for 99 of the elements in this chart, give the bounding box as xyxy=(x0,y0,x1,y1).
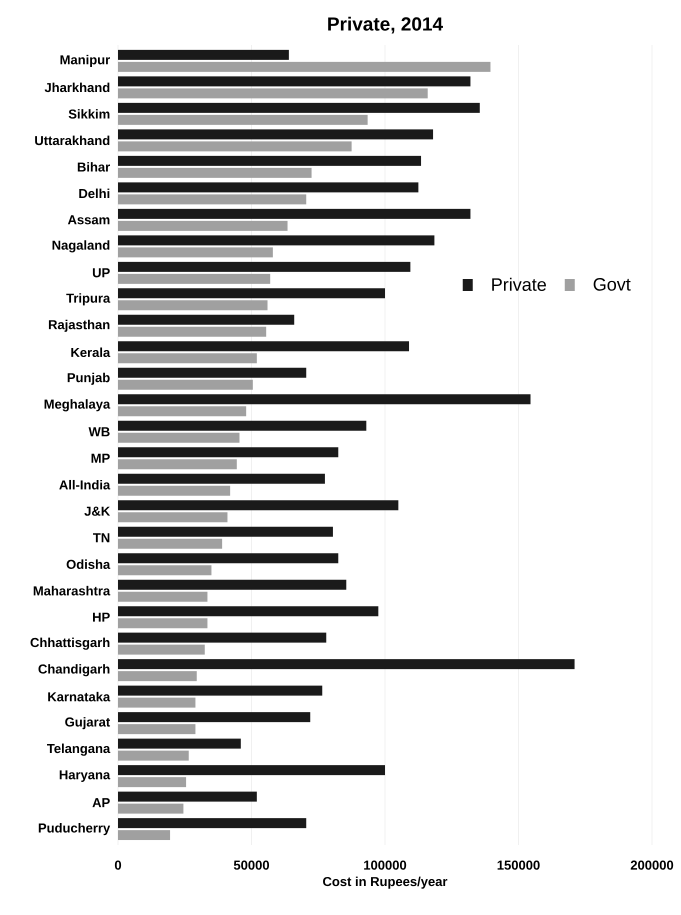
bar xyxy=(118,288,385,298)
bar xyxy=(118,406,246,416)
bar xyxy=(118,750,189,761)
bar xyxy=(118,420,366,431)
y-tick-label: Rajasthan xyxy=(48,320,110,332)
y-tick-label: Jharkhand xyxy=(44,82,110,92)
bar xyxy=(118,220,288,231)
bar xyxy=(118,474,325,484)
bar xyxy=(118,394,531,404)
bar xyxy=(118,326,266,337)
bar xyxy=(118,606,378,616)
bar xyxy=(118,300,268,310)
y-tick-label: Sikkim xyxy=(68,109,110,119)
bar xyxy=(118,274,270,284)
bar xyxy=(118,618,208,628)
bar xyxy=(118,698,196,708)
y-tick-label: TN xyxy=(93,533,110,542)
bar xyxy=(118,765,385,776)
y-tick-label: All-India xyxy=(59,480,110,490)
bar xyxy=(118,818,306,828)
x-axis-title: Cost in Rupees/year xyxy=(323,876,448,889)
bar xyxy=(118,538,222,549)
y-tick-label: Bihar xyxy=(78,162,110,172)
x-tick-label: 50000 xyxy=(234,860,270,870)
bar xyxy=(118,500,398,510)
y-tick-label: Assam xyxy=(68,215,110,224)
bar xyxy=(118,830,170,840)
bar xyxy=(118,380,253,390)
bar xyxy=(118,712,310,722)
y-tick-label: Chandigarh xyxy=(38,664,110,676)
bar xyxy=(118,686,322,696)
y-tick-label: Punjab xyxy=(68,372,110,385)
y-tick-label: Chhattisgarh xyxy=(30,638,110,650)
legend-label: Private xyxy=(492,278,546,291)
y-tick-label: MP xyxy=(92,454,110,463)
bar xyxy=(118,102,480,113)
y-tick-label: Delhi xyxy=(79,188,110,198)
bar xyxy=(118,777,186,788)
bar xyxy=(118,208,470,219)
bar xyxy=(118,512,228,522)
bar xyxy=(118,353,257,364)
bar xyxy=(118,644,205,655)
bar xyxy=(118,659,575,670)
bar xyxy=(118,129,434,140)
y-tick-label: Maharashtra xyxy=(34,586,110,596)
bar xyxy=(118,247,273,258)
bar xyxy=(118,76,470,86)
y-tick-label: Nagaland xyxy=(52,240,110,252)
y-tick-label: Puducherry xyxy=(38,823,110,836)
bar xyxy=(118,671,197,682)
bar xyxy=(118,182,418,192)
bar xyxy=(118,156,422,166)
bar xyxy=(118,792,257,802)
y-tick-label: AP xyxy=(92,798,110,808)
bar xyxy=(118,447,338,458)
y-tick-label: Telangana xyxy=(47,744,110,756)
legend-label: Govt xyxy=(594,278,631,291)
x-tick-label: 100000 xyxy=(364,860,406,870)
bar xyxy=(118,235,434,246)
bar xyxy=(118,565,212,576)
bar xyxy=(118,632,326,643)
bar xyxy=(118,62,490,72)
bar xyxy=(118,368,306,378)
bar xyxy=(118,580,346,590)
y-tick-label: Odisha xyxy=(66,559,110,569)
bar xyxy=(118,738,241,749)
y-tick-label: UP xyxy=(92,268,110,278)
bar xyxy=(118,50,289,60)
bar xyxy=(118,592,208,602)
y-tick-label: Kerala xyxy=(71,348,110,358)
y-tick-label: Meghalaya xyxy=(44,399,110,412)
bar xyxy=(118,553,338,564)
y-tick-label: WB xyxy=(88,427,110,436)
y-tick-label: Haryana xyxy=(60,770,110,782)
bar xyxy=(118,194,306,204)
chart-title: Private, 2014 xyxy=(328,16,443,34)
bar xyxy=(118,114,368,125)
y-tick-label: Gujarat xyxy=(65,717,110,730)
y-tick-label: Uttarakhand xyxy=(35,136,110,146)
y-tick-label: HP xyxy=(93,612,110,622)
bar xyxy=(118,314,294,325)
y-tick-label: Karnataka xyxy=(48,692,110,702)
bar xyxy=(118,88,428,98)
bar xyxy=(118,262,410,272)
bar xyxy=(118,168,312,178)
bar xyxy=(118,486,230,496)
x-tick-label: 0 xyxy=(114,860,122,870)
x-tick-label: 200000 xyxy=(630,860,674,870)
bar xyxy=(118,141,352,152)
bar xyxy=(118,432,240,443)
y-tick-label: J&K xyxy=(84,506,110,516)
bar xyxy=(118,804,184,814)
y-tick-label: Manipur xyxy=(60,54,110,67)
bar xyxy=(118,459,237,470)
bar xyxy=(118,526,333,537)
y-tick-label: Tripura xyxy=(66,293,110,306)
bar xyxy=(118,724,196,734)
bar xyxy=(118,341,410,352)
x-tick-label: 150000 xyxy=(498,860,540,870)
